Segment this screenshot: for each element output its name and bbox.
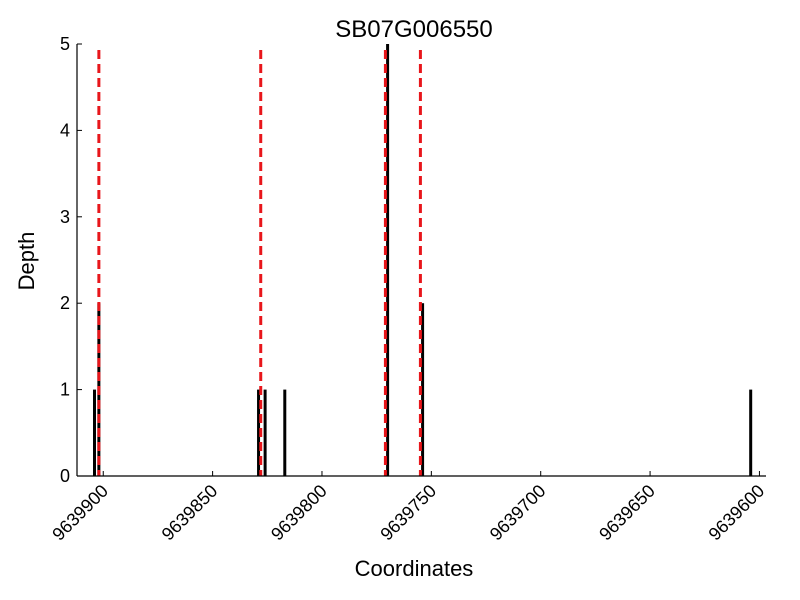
x-tick-label: 9639600 (705, 481, 769, 545)
coverage-bar-7 (749, 389, 753, 476)
x-tick-label: 9639850 (158, 481, 222, 545)
bars-group (93, 44, 753, 476)
x-tick-label: 9639700 (486, 481, 550, 545)
y-tick-label: 2 (60, 293, 70, 313)
y-tick-label: 1 (60, 380, 70, 400)
y-tick-label: 0 (60, 466, 70, 486)
x-tick-label: 9639800 (267, 481, 331, 545)
coverage-bar-4 (283, 389, 287, 476)
coverage-bar-6 (421, 303, 425, 476)
coverage-bar-0 (93, 389, 96, 476)
coverage-bar-5 (386, 44, 390, 476)
coverage-bar-3 (263, 389, 267, 476)
x-tick-label: 9639650 (595, 481, 659, 545)
axes-group: 0 1 2 3 4 5 9639900 9639850 9639800 9639750 963970… (48, 34, 768, 544)
coverage-bar-2 (257, 389, 261, 476)
x-tick-label: 9639750 (376, 481, 440, 545)
y-axis-label: Depth (14, 232, 39, 291)
y-tick-label: 5 (60, 34, 70, 54)
y-tick-label: 4 (60, 120, 70, 140)
chart-title: SB07G006550 (335, 16, 492, 43)
x-axis-label: Coordinates (355, 556, 474, 581)
marker-lines-group (97, 50, 422, 476)
y-tick-label: 3 (60, 207, 70, 227)
x-tick-label: 9639900 (48, 481, 112, 545)
